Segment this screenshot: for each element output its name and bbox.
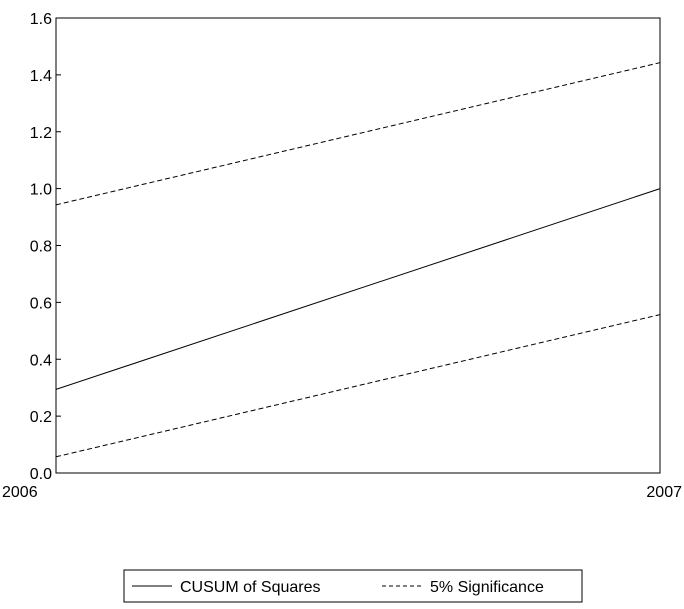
y-tick-label: 1.0 (30, 182, 52, 199)
y-tick-label: 1.4 (30, 68, 52, 85)
legend-box (123, 569, 583, 603)
legend: CUSUM of Squares 5% Significance (123, 569, 583, 603)
y-tick-label: 1.6 (30, 11, 52, 28)
y-tick-label: 0.8 (30, 239, 52, 256)
plot-frame (55, 17, 661, 474)
x-tick-label: 2007 (646, 484, 682, 501)
legend-label-significance: 5% Significance (430, 579, 544, 596)
y-tick-label: 1.2 (30, 125, 52, 142)
y-tick-label: 0.0 (30, 466, 52, 483)
x-axis: 2006 2007 (2, 467, 682, 501)
y-tick-label: 0.4 (30, 352, 52, 369)
legend-label-cusum: CUSUM of Squares (180, 579, 321, 596)
upper-significance-line (55, 62, 661, 206)
y-tick-label: 0.2 (30, 409, 52, 426)
series-layer (55, 62, 661, 458)
y-axis: 0.0 0.2 0.4 0.6 0.8 1.0 1.2 1.4 1.6 (30, 11, 61, 483)
y-tick-label: 0.6 (30, 295, 52, 312)
x-tick-label: 2006 (2, 484, 38, 501)
cusum-of-squares-line (55, 188, 661, 390)
lower-significance-line (55, 314, 661, 458)
